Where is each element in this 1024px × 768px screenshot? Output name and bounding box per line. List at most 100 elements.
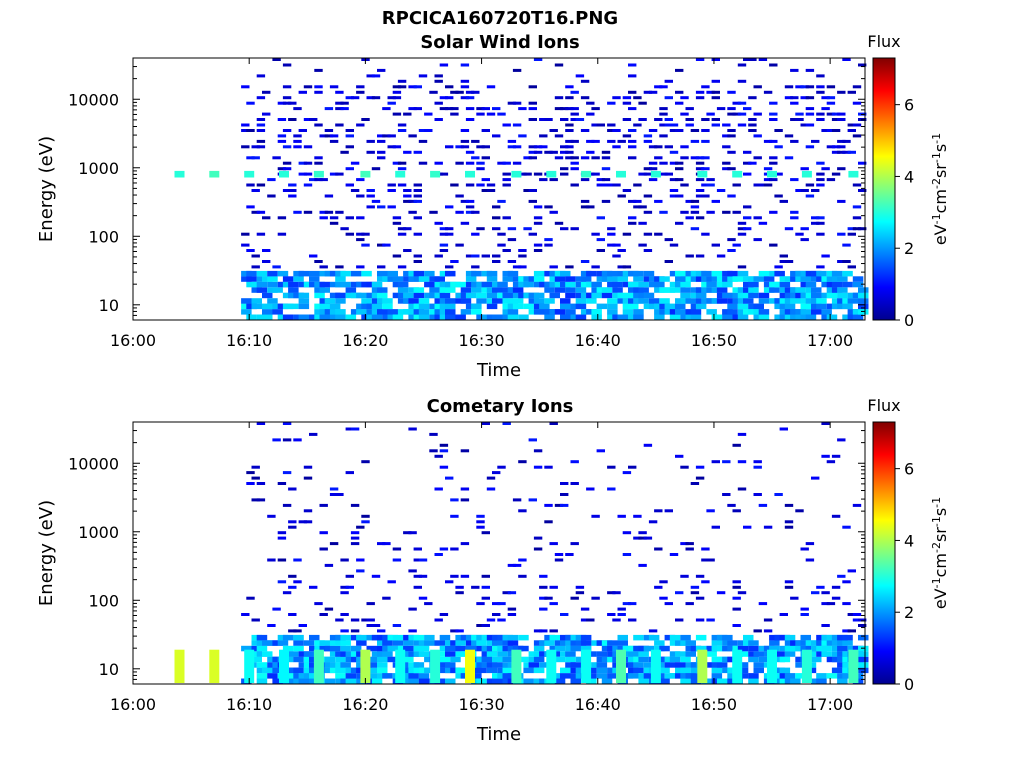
heatmap-cell — [256, 129, 266, 132]
heatmap-cell — [387, 270, 398, 277]
heatmap-cell — [711, 525, 720, 529]
heatmap-cell — [842, 303, 853, 310]
heatmap-cell — [481, 574, 490, 578]
heatmap-cell — [831, 596, 841, 600]
heatmap-cell — [837, 90, 846, 94]
heatmap-cell — [706, 509, 715, 513]
heatmap-cell — [329, 221, 339, 225]
heatmap-cell — [690, 678, 702, 684]
heatmap-cell — [272, 265, 281, 269]
heatmap-cell — [256, 123, 266, 127]
heatmap-cell — [722, 123, 731, 127]
heatmap-cell — [607, 123, 616, 127]
heatmap-cell — [858, 189, 867, 192]
heatmap-cell — [403, 634, 414, 641]
heatmap-cell — [607, 129, 616, 132]
heatmap-cell — [701, 270, 712, 277]
y-tick-label: 1000 — [78, 159, 119, 178]
heatmap-cell — [397, 123, 407, 127]
heatmap-cell — [544, 287, 555, 293]
heatmap-cell — [392, 276, 404, 282]
heatmap-cell — [544, 520, 553, 524]
heatmap-cell — [356, 558, 365, 562]
heatmap-cell — [695, 287, 707, 293]
heatmap-cell — [758, 58, 768, 61]
heatmap-cell — [512, 68, 522, 72]
heatmap-cell — [790, 216, 799, 220]
heatmap-cell — [837, 232, 846, 236]
heatmap-cell — [366, 139, 375, 143]
heatmap-cell — [471, 210, 480, 214]
heatmap-cell — [377, 292, 388, 299]
heatmap-cell — [842, 314, 853, 320]
heatmap-cell — [852, 123, 862, 127]
heatmap-cell — [345, 651, 357, 657]
heatmap-cell — [277, 232, 287, 236]
heatmap-cell — [842, 243, 851, 247]
heatmap-cell — [518, 107, 527, 111]
heatmap-cell — [371, 96, 381, 100]
band-peak-mark — [244, 170, 255, 178]
heatmap-cell — [319, 265, 328, 269]
heatmap-cell — [722, 145, 731, 149]
colorbar-tick-label: 0 — [904, 311, 914, 330]
heatmap-cell — [246, 276, 257, 282]
heatmap-cell — [732, 101, 741, 105]
heatmap-cell — [439, 634, 451, 641]
heatmap-cell — [251, 254, 260, 258]
heatmap-cell — [455, 281, 466, 288]
heatmap-cell — [560, 314, 571, 320]
heatmap-cell — [852, 281, 864, 288]
heatmap-cell — [329, 487, 339, 491]
heatmap-cell — [424, 667, 435, 674]
heatmap-cell — [512, 123, 522, 127]
heatmap-cell — [408, 678, 419, 684]
heatmap-cell — [560, 270, 571, 277]
heatmap-cell — [356, 216, 365, 220]
heatmap-cell — [340, 150, 349, 154]
heatmap-cell — [675, 303, 686, 310]
heatmap-cell — [329, 281, 341, 288]
heatmap-cell — [622, 118, 632, 121]
heatmap-cell — [392, 558, 402, 562]
heatmap-cell — [659, 580, 668, 584]
heatmap-cell — [596, 662, 608, 668]
heatmap-cell — [659, 123, 668, 127]
heatmap-cell — [377, 309, 388, 315]
heatmap-cell — [497, 243, 506, 247]
x-tick-label: 16:20 — [342, 695, 388, 714]
heatmap-cell — [382, 596, 391, 600]
heatmap-cell — [601, 270, 613, 277]
heatmap-cell — [350, 629, 360, 633]
colorbar-units: eV-1cm-2sr-1s-1 — [930, 497, 950, 609]
heatmap-cell — [858, 303, 869, 310]
heatmap-cell — [805, 183, 815, 187]
heatmap-cell — [784, 678, 796, 684]
heatmap-cell — [586, 651, 597, 657]
colorbar — [872, 57, 896, 321]
heatmap-cell — [774, 493, 783, 496]
heatmap-cell — [816, 118, 825, 121]
heatmap-cell — [455, 591, 464, 595]
heatmap-cell — [282, 314, 294, 320]
heatmap-cell — [434, 161, 443, 165]
heatmap-cell — [450, 112, 459, 116]
heatmap-cell — [811, 309, 822, 315]
heatmap-cell — [528, 156, 537, 160]
heatmap-cell — [361, 243, 370, 247]
heatmap-cell — [413, 194, 422, 198]
heatmap-cell — [732, 624, 741, 627]
heatmap-cell — [769, 298, 780, 304]
heatmap-cell — [763, 178, 773, 182]
heatmap-cell — [685, 547, 694, 551]
band-peak-mark — [430, 649, 441, 683]
heatmap-cell — [539, 662, 550, 668]
heatmap-cell — [413, 547, 422, 551]
heatmap-cell — [277, 216, 287, 220]
heatmap-cell — [675, 454, 684, 458]
heatmap-cell — [486, 276, 498, 282]
heatmap-cell — [628, 74, 637, 78]
heatmap-cell — [492, 298, 503, 304]
heatmap-cell — [377, 150, 386, 154]
heatmap-cell — [408, 134, 417, 138]
